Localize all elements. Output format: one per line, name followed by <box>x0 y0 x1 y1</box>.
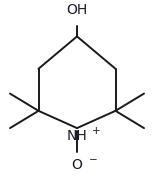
Text: +: + <box>92 125 100 136</box>
Text: O: O <box>72 158 82 172</box>
Text: NH: NH <box>67 129 87 143</box>
Text: OH: OH <box>66 3 88 17</box>
Text: −: − <box>89 155 97 165</box>
